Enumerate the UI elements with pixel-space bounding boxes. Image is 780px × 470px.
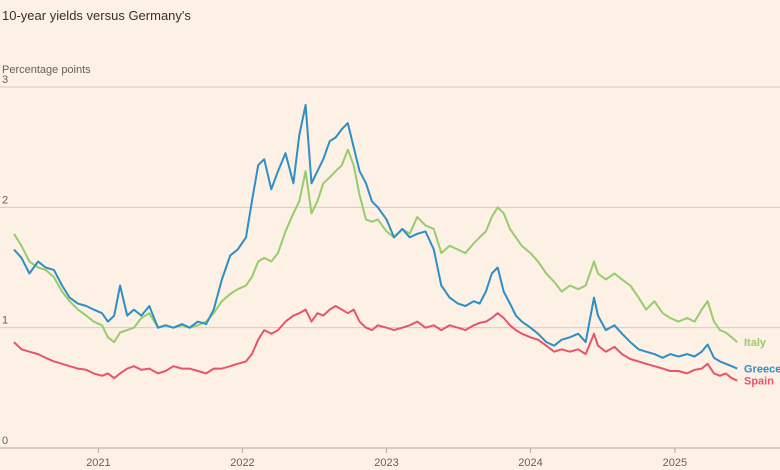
series-label-italy: Italy	[744, 337, 767, 349]
y-axis-label: Percentage points	[2, 64, 91, 76]
y-tick-label: 0	[2, 435, 8, 447]
series-label-spain: Spain	[744, 376, 774, 388]
x-tick-label: 2022	[230, 457, 254, 469]
y-tick-label: 3	[2, 74, 8, 86]
series-line-greece	[13, 104, 738, 370]
x-tick-label: 2023	[374, 457, 398, 469]
series-line-spain	[13, 305, 738, 382]
x-tick-label: 2021	[86, 457, 110, 469]
series-label-greece: Greece	[744, 364, 780, 376]
y-tick-label: 2	[2, 194, 8, 206]
y-tick-label: 1	[2, 315, 8, 327]
chart-title: 10-year yields versus Germany's	[2, 8, 191, 23]
x-tick-label: 2024	[518, 457, 542, 469]
series-line-italy	[13, 148, 738, 344]
x-tick-label: 2025	[663, 457, 687, 469]
